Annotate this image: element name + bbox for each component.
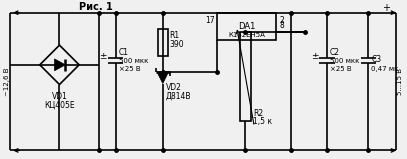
Text: 2: 2 [280,16,284,25]
Text: С2: С2 [330,48,340,57]
Text: DA1: DA1 [238,22,255,31]
Text: VD1: VD1 [52,92,68,101]
Text: К142ЕН5А: К142ЕН5А [228,32,265,38]
Text: ~12,6 В: ~12,6 В [4,67,10,96]
Text: ±: ± [99,52,107,61]
Text: 500 мкк: 500 мкк [330,58,359,64]
Polygon shape [157,72,168,83]
Text: С3: С3 [372,55,381,64]
Text: +: + [382,3,390,13]
Text: С1: С1 [118,48,129,57]
Text: R1: R1 [170,31,180,40]
Text: 8: 8 [280,21,284,30]
Bar [158,29,168,56]
Bar [240,32,252,121]
Text: R2: R2 [253,109,263,118]
Text: Д814В: Д814В [166,92,191,101]
Text: ×25 В: ×25 В [118,66,140,72]
Text: VD2: VD2 [166,83,182,92]
Polygon shape [55,59,66,71]
Text: КЦ405Е: КЦ405Е [44,101,75,110]
Text: ×25 В: ×25 В [330,66,352,72]
Text: 500 мкк: 500 мкк [118,58,148,64]
Text: ±: ± [311,52,318,61]
Text: 0,47 мк: 0,47 мк [372,66,399,72]
Text: 1,5 к: 1,5 к [253,117,272,126]
Bar [217,13,276,40]
Text: 390: 390 [170,40,184,49]
Text: 5...15 В: 5...15 В [397,68,403,95]
Text: Рис. 1: Рис. 1 [79,2,113,12]
Text: 17: 17 [205,16,215,25]
